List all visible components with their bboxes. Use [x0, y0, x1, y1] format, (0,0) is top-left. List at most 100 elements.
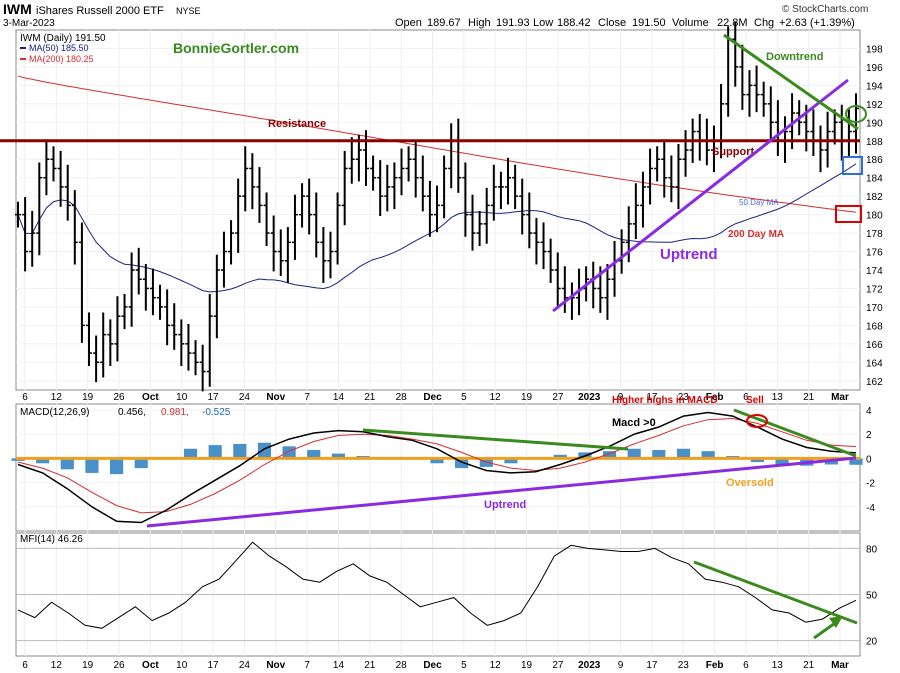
security-name: iShares Russell 2000 ETF [36, 5, 164, 17]
oversold-label: Oversold [726, 477, 774, 489]
macd-histogram-bar [257, 442, 272, 459]
ma200-line [17, 75, 857, 213]
x-axis-label: 21 [803, 660, 815, 671]
x-axis-label: 2023 [578, 392, 601, 403]
y-axis-label: 182 [866, 192, 883, 203]
x-axis-label: 26 [113, 660, 125, 671]
macd-histogram-bar [110, 458, 124, 475]
price-legend-ma50: MA(50) 185.50 [29, 43, 89, 53]
macd-histogram-bar [775, 458, 789, 466]
uptrend-label: Uptrend [660, 246, 718, 263]
macd-legend-v2: 0.981, [161, 407, 189, 418]
macd-histogram-bar [60, 458, 74, 470]
x-axis-label: Feb [706, 392, 724, 403]
chart-date: 3-Mar-2023 [3, 18, 55, 29]
macd-uptrend-label: Uptrend [484, 499, 526, 511]
x-axis-label: 6 [22, 392, 28, 403]
y-axis-label: 192 [866, 100, 883, 111]
x-axis-label: 5 [461, 660, 467, 671]
site-watermark: BonnieGortler.com [173, 40, 299, 56]
y-axis-label: 180 [866, 211, 883, 222]
high-label: High [468, 17, 491, 29]
x-axis-label: 17 [646, 392, 658, 403]
macd-uptrend-line [146, 456, 857, 528]
close-label: Close [598, 17, 626, 29]
price-legend-ma200: MA(200) 180.25 [29, 54, 94, 64]
x-axis-label: Nov [266, 660, 285, 671]
macd-histogram-bar [430, 458, 444, 464]
x-axis-label: 13 [772, 392, 784, 403]
macd-histogram-bar [36, 458, 50, 464]
y-axis-label: 80 [866, 544, 878, 555]
x-axis-label: 14 [333, 660, 345, 671]
macd-histogram-bar [479, 458, 493, 467]
x-axis-label: 27 [552, 392, 564, 403]
y-axis-label: 176 [866, 248, 883, 259]
price-downtrend-line [723, 33, 859, 131]
x-axis-label: 2023 [578, 660, 601, 671]
x-axis-label: 24 [239, 392, 251, 403]
y-axis-label: 166 [866, 340, 883, 351]
macd-histogram-bar [85, 458, 99, 473]
x-axis-label: 10 [176, 660, 188, 671]
macd-histogram-bar [282, 446, 296, 459]
y-axis-label: 188 [866, 137, 883, 148]
price-breakout-circle [845, 105, 867, 123]
x-axis-label: 17 [208, 660, 220, 671]
macd-histogram-bar [208, 445, 222, 459]
y-axis-label: 4 [866, 406, 872, 417]
volume-value: 22.8M [717, 17, 748, 29]
x-axis-label: 12 [490, 392, 502, 403]
x-axis-label: 21 [803, 392, 815, 403]
macd-histogram-bar [701, 451, 715, 459]
macd-histogram-bar [134, 458, 148, 469]
exchange: NYSE [176, 6, 201, 16]
x-axis-label: 19 [82, 392, 94, 403]
mfi-arrow-head [829, 616, 843, 628]
y-axis-label: 174 [866, 266, 883, 277]
macd-lower-highs-line [362, 428, 629, 451]
x-axis-label: 6 [743, 660, 749, 671]
x-axis-label: 17 [208, 392, 220, 403]
x-axis-label: 21 [364, 392, 376, 403]
ma50-highlight-box [842, 156, 863, 175]
downtrend-label: Downtrend [766, 51, 823, 63]
x-axis-label: 6 [743, 392, 749, 403]
x-axis-label: Dec [423, 392, 442, 403]
x-axis-label: 19 [521, 660, 533, 671]
macd-histogram-bar [602, 451, 617, 459]
x-axis-label: 26 [113, 392, 125, 403]
y-axis-label: -4 [866, 503, 875, 514]
mfi-legend: MFI(14) 46.26 [20, 534, 83, 545]
support-label: Support [712, 146, 754, 158]
volume-label: Volume [672, 17, 709, 29]
macd-legend-v3: -0.525 [202, 407, 231, 418]
x-axis-label: 14 [333, 392, 345, 403]
x-axis-label: 19 [82, 660, 94, 671]
macd-histogram-bar [504, 458, 518, 464]
price-legend-main: IWM (Daily) 191.50 [20, 33, 106, 44]
x-axis-label: 17 [646, 660, 658, 671]
x-axis-label: Mar [831, 392, 849, 403]
x-axis-label: 7 [304, 660, 310, 671]
x-axis-label: 27 [552, 660, 564, 671]
macd-histogram-bar [307, 449, 321, 459]
ma200-highlight-box [835, 205, 862, 223]
x-axis-label: 10 [176, 392, 188, 403]
macd-signal-line [17, 417, 857, 514]
macd-line [17, 411, 857, 524]
x-axis-label: 5 [461, 392, 467, 403]
x-axis-label: Mar [831, 660, 849, 671]
x-axis-label: 7 [304, 392, 310, 403]
sell-signal-circle [746, 414, 768, 428]
macd-histogram-bar [849, 458, 863, 465]
macd-panel-frame [15, 403, 861, 532]
macd-gt0-label: Macd >0 [612, 417, 656, 429]
x-axis-label: Oct [142, 660, 159, 671]
y-axis-label: 196 [866, 63, 883, 74]
x-axis-label: Oct [142, 392, 159, 403]
x-axis-label: 28 [396, 392, 408, 403]
ma200-label: 200 Day MA [728, 229, 784, 240]
macd-histogram-bar [652, 449, 666, 459]
macd-histogram-bar [331, 453, 345, 459]
